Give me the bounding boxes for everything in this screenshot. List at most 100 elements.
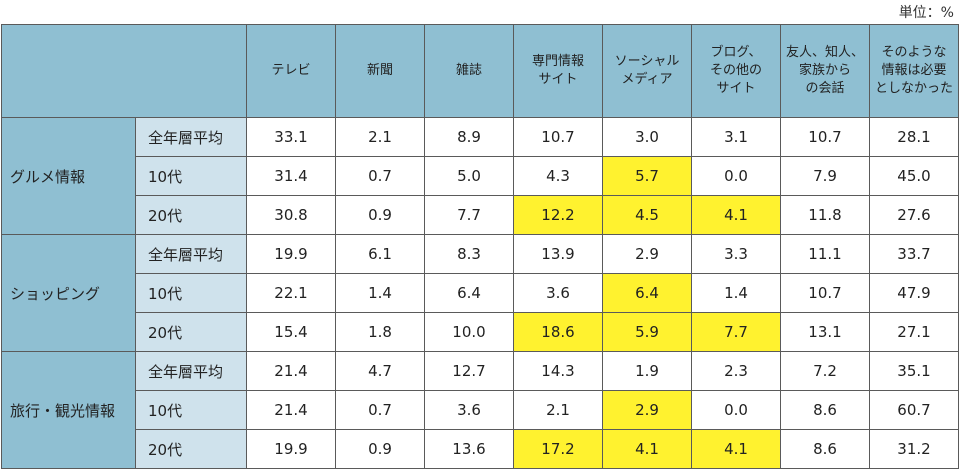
row-label: 10代 [135, 390, 247, 430]
value-cell: 8.6 [780, 390, 870, 430]
value-cell: 4.7 [335, 351, 425, 391]
row-label: 20代 [135, 429, 247, 469]
value-cell: 8.6 [780, 429, 870, 469]
value-cell: 14.3 [513, 351, 603, 391]
value-cell: 18.6 [513, 312, 603, 352]
row-label: 全年層平均 [135, 351, 247, 391]
value-cell: 33.7 [869, 234, 959, 274]
value-cell: 13.1 [780, 312, 870, 352]
row-label: 20代 [135, 312, 247, 352]
value-cell: 17.2 [513, 429, 603, 469]
value-cell: 4.1 [602, 429, 692, 469]
column-header: テレビ [246, 24, 336, 118]
column-header: 雑誌 [424, 24, 514, 118]
value-cell: 0.9 [335, 429, 425, 469]
value-cell: 0.7 [335, 156, 425, 196]
value-cell: 7.9 [780, 156, 870, 196]
value-cell: 1.4 [691, 273, 781, 313]
value-cell: 22.1 [246, 273, 336, 313]
value-cell: 8.3 [424, 234, 514, 274]
value-cell: 2.3 [691, 351, 781, 391]
row-label: 20代 [135, 195, 247, 235]
table-row: 10代 21.4 0.7 3.6 2.1 2.9 0.0 8.6 60.7 [2, 390, 959, 430]
value-cell: 4.3 [513, 156, 603, 196]
value-cell: 2.9 [602, 390, 692, 430]
value-cell: 7.7 [424, 195, 514, 235]
value-cell: 3.3 [691, 234, 781, 274]
group-label: グルメ情報 [1, 117, 136, 235]
row-label: 全年層平均 [135, 117, 247, 157]
table-row: ショッピング 全年層平均 19.9 6.1 8.3 13.9 2.9 3.3 11.1 33.7 [1, 234, 959, 352]
row-label: 全年層平均 [135, 234, 247, 274]
value-cell: 3.6 [513, 273, 603, 313]
value-cell: 6.4 [424, 273, 514, 313]
value-cell: 15.4 [246, 312, 336, 352]
group-label: 旅行・観光情報 [1, 351, 136, 469]
value-cell: 31.4 [246, 156, 336, 196]
value-cell: 10.0 [424, 312, 514, 352]
value-cell: 33.1 [246, 117, 336, 157]
value-cell: 0.0 [691, 156, 781, 196]
value-cell: 0.7 [335, 390, 425, 430]
value-cell: 4.1 [691, 195, 781, 235]
value-cell: 10.7 [780, 273, 870, 313]
table-row: 旅行・観光情報 全年層平均 21.4 4.7 12.7 14.3 1.9 2.3 7.2 35.1 [1, 351, 959, 469]
value-cell: 1.9 [602, 351, 692, 391]
value-cell: 21.4 [246, 390, 336, 430]
value-cell: 19.9 [246, 429, 336, 469]
value-cell: 12.2 [513, 195, 603, 235]
value-cell: 27.6 [869, 195, 959, 235]
value-cell: 7.7 [691, 312, 781, 352]
table-row: グルメ情報 全年層平均 33.1 2.1 8.9 10.7 3.0 3.1 10.7 28.1 [1, 117, 959, 235]
value-cell: 10.7 [513, 117, 603, 157]
value-cell: 45.0 [869, 156, 959, 196]
corner-cell [1, 24, 247, 118]
value-cell: 6.1 [335, 234, 425, 274]
table-row: 10代 22.1 1.4 6.4 3.6 6.4 1.4 10.7 47.9 [2, 273, 959, 313]
table-row: 20代 30.8 0.9 7.7 12.2 4.5 4.1 11.8 27.6 [2, 195, 959, 235]
value-cell: 11.1 [780, 234, 870, 274]
row-label: 10代 [135, 156, 247, 196]
value-cell: 1.4 [335, 273, 425, 313]
value-cell: 4.5 [602, 195, 692, 235]
value-cell: 31.2 [869, 429, 959, 469]
value-cell: 1.8 [335, 312, 425, 352]
value-cell: 4.1 [691, 429, 781, 469]
value-cell: 21.4 [246, 351, 336, 391]
value-cell: 11.8 [780, 195, 870, 235]
table-body: グルメ情報 全年層平均 33.1 2.1 8.9 10.7 3.0 3.1 10.7 28.1 10… [1, 117, 959, 469]
value-cell: 2.1 [513, 390, 603, 430]
value-cell: 30.8 [246, 195, 336, 235]
table-row: 20代 19.9 0.9 13.6 17.2 4.1 4.1 8.6 31.2 [2, 429, 959, 469]
value-cell: 3.0 [602, 117, 692, 157]
column-header: そのような 情報は必要 としなかった [869, 24, 959, 118]
value-cell: 47.9 [869, 273, 959, 313]
column-header: 新聞 [335, 24, 425, 118]
column-header: 友人、知人、 家族から の会話 [780, 24, 870, 118]
column-header: 専門情報 サイト [513, 24, 603, 118]
value-cell: 0.0 [691, 390, 781, 430]
header-row: テレビ 新聞 雑誌 専門情報 サイト ソーシャル メディア ブログ、 その他の サイト 友人、知人、… [1, 24, 959, 118]
table-row: 10代 31.4 0.7 5.0 4.3 5.7 0.0 7.9 45.0 [2, 156, 959, 196]
value-cell: 13.6 [424, 429, 514, 469]
column-header: ソーシャル メディア [602, 24, 692, 118]
value-cell: 35.1 [869, 351, 959, 391]
value-cell: 10.7 [780, 117, 870, 157]
value-cell: 2.1 [335, 117, 425, 157]
value-cell: 2.9 [602, 234, 692, 274]
table-row: 20代 15.4 1.8 10.0 18.6 5.9 7.7 13.1 27.1 [2, 312, 959, 352]
value-cell: 3.1 [691, 117, 781, 157]
value-cell: 7.2 [780, 351, 870, 391]
value-cell: 3.6 [424, 390, 514, 430]
value-cell: 6.4 [602, 273, 692, 313]
unit-label: 単位：% [898, 5, 954, 21]
row-label: 10代 [135, 273, 247, 313]
value-cell: 60.7 [869, 390, 959, 430]
value-cell: 28.1 [869, 117, 959, 157]
value-cell: 5.7 [602, 156, 692, 196]
value-cell: 13.9 [513, 234, 603, 274]
value-cell: 5.0 [424, 156, 514, 196]
column-header: ブログ、 その他の サイト [691, 24, 781, 118]
value-cell: 12.7 [424, 351, 514, 391]
data-table: テレビ 新聞 雑誌 専門情報 サイト ソーシャル メディア ブログ、 その他の サイト 友人、知人、… [1, 24, 959, 469]
